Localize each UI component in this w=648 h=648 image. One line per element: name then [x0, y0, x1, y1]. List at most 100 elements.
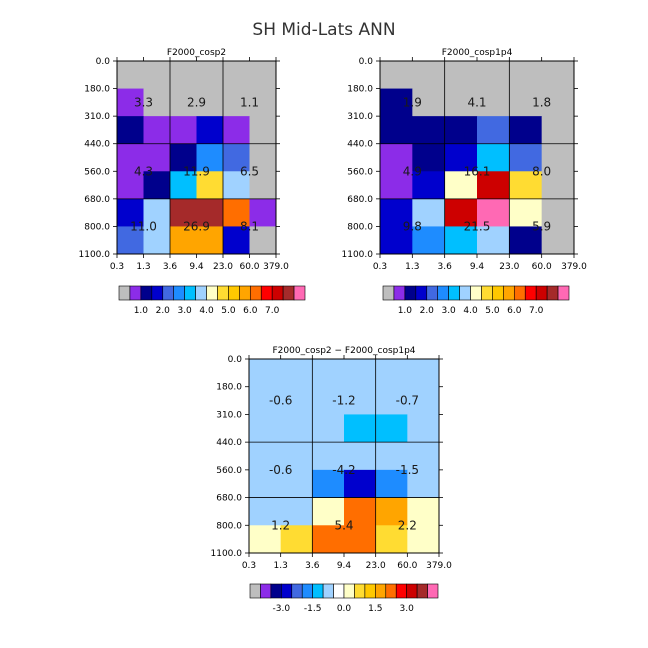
colorbar-swatch — [228, 285, 240, 301]
heatmap-cell — [249, 386, 282, 415]
y-tick-label: 680.0 — [216, 494, 242, 504]
colorbar-swatch — [118, 285, 131, 301]
heatmap-cell — [344, 469, 377, 498]
heatmap-cell — [344, 414, 377, 443]
block-value-label: 4.1 — [467, 95, 486, 109]
heatmap-cell — [196, 88, 224, 117]
x-tick-label: 3.6 — [305, 561, 320, 571]
colorbar-swatch — [448, 285, 460, 301]
colorbar-label: 2.0 — [420, 306, 435, 316]
colorbar-label: 7.0 — [529, 306, 544, 316]
colorbar-swatch — [184, 285, 196, 301]
block-value-label: 1.1 — [240, 95, 259, 109]
heatmap-cell — [380, 88, 413, 117]
x-tick-label: 0.3 — [110, 262, 124, 272]
heatmap-cell — [407, 414, 440, 443]
colorbar-swatch — [293, 285, 306, 301]
heatmap-cell — [344, 525, 377, 554]
colorbar-swatch — [492, 285, 504, 301]
colorbar-swatch — [426, 285, 439, 301]
colorbar-label: 3.0 — [400, 604, 415, 614]
heatmap-cell — [407, 469, 440, 498]
y-tick-label: 1100.0 — [79, 250, 111, 260]
heatmap-cell — [170, 143, 197, 172]
y-tick-label: 0.0 — [228, 355, 243, 365]
colorbar-swatch — [459, 285, 471, 301]
colorbar-label: 7.0 — [265, 306, 280, 316]
heatmap-cell — [412, 226, 446, 255]
colorbar-label: 6.0 — [507, 306, 522, 316]
heatmap-cell — [117, 61, 144, 89]
heatmap-cell — [444, 116, 478, 145]
heatmap-cell — [444, 143, 478, 172]
heatmap-cell — [375, 497, 408, 526]
y-tick-label: 440.0 — [347, 140, 373, 150]
heatmap-cell — [223, 88, 250, 117]
heatmap-cell — [117, 198, 144, 227]
heatmap-cell — [249, 143, 277, 172]
heatmap-cell — [380, 226, 413, 255]
block-value-label: -1.2 — [332, 394, 355, 408]
heatmap-cell — [444, 88, 478, 117]
y-tick-label: 0.0 — [96, 57, 111, 67]
colorbar-label: 1.0 — [398, 306, 413, 316]
heatmap-cell — [407, 525, 440, 554]
block-value-label: 4.9 — [403, 164, 422, 178]
x-tick-label: 0.3 — [242, 561, 256, 571]
colorbar-swatch — [382, 285, 395, 301]
colorbar-swatch — [271, 285, 284, 301]
colorbar-label: 5.0 — [485, 306, 500, 316]
colorbar-swatch — [546, 285, 559, 301]
x-tick-label: 3.6 — [438, 262, 453, 272]
y-tick-label: 180.0 — [347, 85, 373, 95]
heatmap-cell — [380, 61, 413, 89]
colorbar-label: 5.0 — [221, 306, 236, 316]
colorbar-swatch — [375, 583, 387, 599]
heatmap-cell — [249, 442, 282, 471]
x-tick-label: 9.4 — [470, 262, 485, 272]
y-tick-label: 800.0 — [347, 222, 373, 232]
y-tick-label: 440.0 — [84, 140, 110, 150]
heatmap-cell — [407, 442, 440, 471]
heatmap-cell — [509, 88, 543, 117]
x-tick-label: 0.3 — [373, 262, 387, 272]
colorbar-swatch — [524, 285, 537, 301]
colorbar-label: 3.0 — [177, 306, 192, 316]
heatmap-cell — [223, 61, 250, 89]
block-value-label: 5.9 — [532, 219, 551, 233]
heatmap-cell — [541, 171, 575, 200]
heatmap-cell — [407, 497, 440, 526]
heatmap-cell — [196, 226, 224, 255]
heatmap-cell — [380, 116, 413, 145]
heatmap-cell — [143, 226, 171, 255]
colorbar-swatch — [513, 285, 526, 301]
y-tick-label: 560.0 — [347, 167, 373, 177]
x-tick-label: 9.4 — [189, 262, 204, 272]
colorbar-swatch — [393, 285, 406, 301]
colorbar-swatch — [557, 285, 570, 301]
heatmap-cell — [444, 226, 478, 255]
colorbar-swatch — [206, 285, 218, 301]
colorbar-swatch — [415, 285, 428, 301]
colorbar-swatch — [481, 285, 493, 301]
heatmap-cell — [223, 116, 250, 145]
colorbar-swatch — [140, 285, 153, 301]
heatmap-cell — [375, 386, 408, 415]
colorbar-swatch — [470, 285, 482, 301]
y-tick-label: 680.0 — [84, 195, 110, 205]
heatmap-cell — [249, 414, 282, 443]
block-value-label: -4.2 — [332, 463, 355, 477]
heatmap-panel-cosp2: 0.3 1.3 3.6 9.4 23.0 60.0 379.0 0.0 180.0 310.0 44… — [79, 48, 306, 316]
heatmap-cell — [249, 525, 282, 554]
heatmap-cell — [541, 61, 575, 89]
heatmap-cell — [117, 88, 144, 117]
colorbar-swatch — [151, 285, 164, 301]
heatmap-cell — [375, 442, 408, 471]
heatmap-cell — [223, 198, 250, 227]
heatmap-cell — [196, 198, 224, 227]
heatmap-cell — [249, 61, 277, 89]
colorbar-swatch — [385, 583, 397, 599]
x-tick-label: 23.0 — [366, 561, 386, 571]
heatmap-cell — [223, 143, 250, 172]
